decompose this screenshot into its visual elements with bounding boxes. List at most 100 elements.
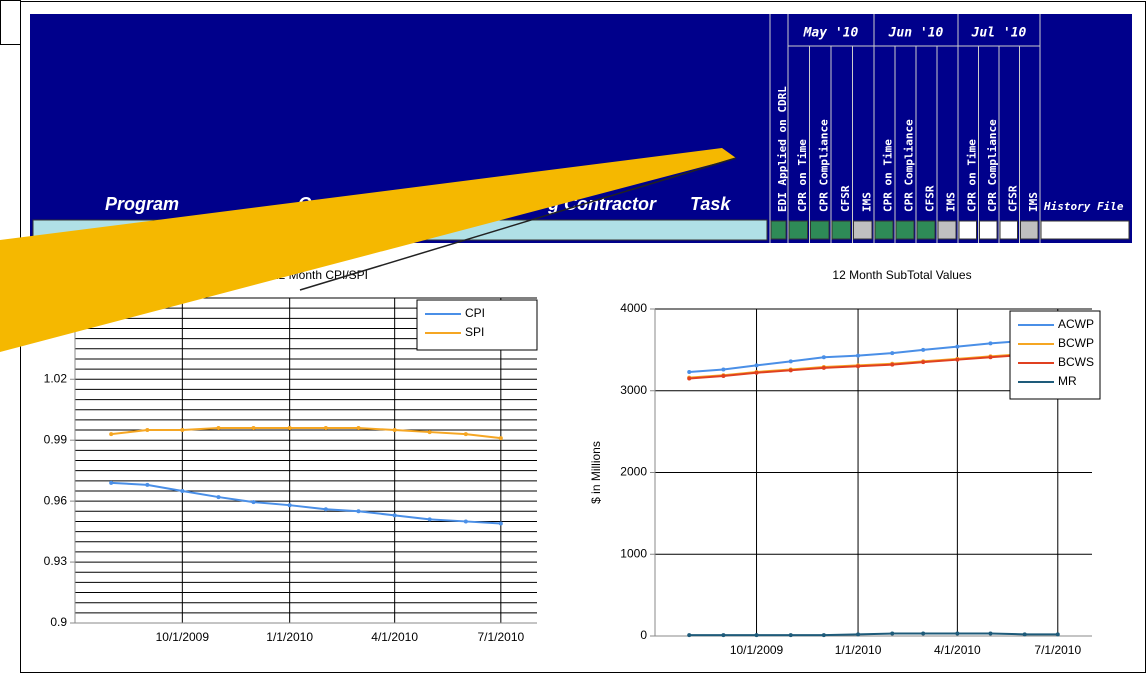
data-point <box>392 428 397 433</box>
data-point <box>287 426 292 430</box>
status-cell <box>874 220 894 240</box>
y-tick-label: 4000 <box>620 301 647 315</box>
status-cell <box>831 220 851 240</box>
data-point <box>821 355 826 360</box>
column-header: IMS <box>860 192 873 212</box>
data-point <box>821 633 826 638</box>
month-label: Jun '10 <box>888 26 944 41</box>
legend-label: BCWS <box>1058 355 1094 369</box>
data-point <box>955 344 960 349</box>
data-point <box>821 365 826 370</box>
data-point <box>856 632 861 637</box>
data-point <box>721 367 726 372</box>
charts: 12 Month CPI/SPI0.90.930.960.991.0210/1/… <box>44 268 1101 657</box>
data-point <box>955 631 960 636</box>
y-tick-label: 2000 <box>620 465 647 479</box>
data-point <box>498 436 503 441</box>
legend-label: ACWP <box>1058 317 1094 331</box>
column-header: CPR Compliance <box>817 119 830 212</box>
column-header: CPR Compliance <box>986 119 999 212</box>
column-header: IMS <box>1027 192 1040 212</box>
data-point <box>754 370 759 375</box>
data-point <box>754 633 759 638</box>
callout <box>0 148 736 352</box>
data-point <box>988 355 993 360</box>
data-point <box>687 633 692 638</box>
data-point <box>890 362 895 367</box>
data-point <box>109 480 114 485</box>
column-header: Program <box>105 194 179 214</box>
data-point <box>180 488 185 493</box>
status-cell <box>916 220 936 240</box>
data-point <box>890 631 895 636</box>
x-tick-label: 10/1/2009 <box>156 630 210 644</box>
data-point <box>287 503 292 508</box>
data-point <box>356 509 361 514</box>
status-cell <box>788 220 808 240</box>
data-point <box>856 364 861 369</box>
legend-label: CPI <box>465 306 485 320</box>
status-cell <box>1020 220 1039 240</box>
chart-title: 12 Month SubTotal Values <box>832 268 971 282</box>
data-point <box>392 513 397 518</box>
x-tick-label: 7/1/2010 <box>477 630 524 644</box>
data-point <box>1022 632 1027 637</box>
series-line <box>111 481 501 525</box>
data-point <box>788 359 793 364</box>
status-cell <box>895 220 915 240</box>
series-line <box>111 427 501 440</box>
x-tick-label: 1/1/2010 <box>835 643 882 657</box>
data-point <box>427 517 432 522</box>
column-header: CPR on Time <box>965 139 978 212</box>
status-cell <box>937 220 957 240</box>
data-point <box>463 519 468 524</box>
column-header: EDI Applied on CDRL <box>776 86 789 212</box>
data-point <box>145 482 150 487</box>
status-cell <box>770 220 787 240</box>
legend-label: SPI <box>465 325 484 339</box>
data-point <box>988 631 993 636</box>
callout-edge <box>299 157 737 291</box>
status-cell <box>958 220 977 240</box>
data-point <box>216 495 221 500</box>
data-point <box>251 500 256 505</box>
data-point <box>216 426 221 430</box>
data-point <box>856 353 861 358</box>
month-label: May '10 <box>803 26 859 41</box>
legend-label: MR <box>1058 374 1077 388</box>
data-point <box>251 426 256 430</box>
data-point <box>687 369 692 374</box>
series-line <box>689 632 1058 637</box>
month-label: Jul '10 <box>971 26 1027 41</box>
data-point <box>955 357 960 362</box>
y-axis-label: $ in Millions <box>589 441 603 504</box>
data-point <box>323 426 328 430</box>
column-header: CFSR <box>839 185 852 212</box>
data-point <box>788 633 793 638</box>
corner-box <box>0 0 21 45</box>
x-tick-label: 1/1/2010 <box>266 630 313 644</box>
column-header: CFSR <box>924 185 937 212</box>
data-point <box>921 347 926 352</box>
series-line <box>689 336 1058 373</box>
y-tick-label: 0.99 <box>44 432 68 446</box>
y-tick-label: 3000 <box>620 383 647 397</box>
data-point <box>109 432 114 437</box>
y-tick-label: 1.02 <box>44 371 68 385</box>
y-tick-label: 0.9 <box>50 615 67 629</box>
y-tick-label: 1000 <box>620 546 647 560</box>
data-point <box>754 363 759 368</box>
data-point <box>145 428 150 433</box>
data-point <box>788 368 793 373</box>
data-point <box>921 631 926 636</box>
x-tick-label: 10/1/2009 <box>730 643 784 657</box>
data-point <box>356 426 361 430</box>
status-cell <box>999 220 1018 240</box>
y-tick-label: 0.93 <box>44 554 68 568</box>
data-point <box>427 430 432 435</box>
data-point <box>1055 632 1060 637</box>
column-header: CPR on Time <box>796 139 809 212</box>
data-point <box>721 633 726 638</box>
data-point <box>323 507 328 512</box>
